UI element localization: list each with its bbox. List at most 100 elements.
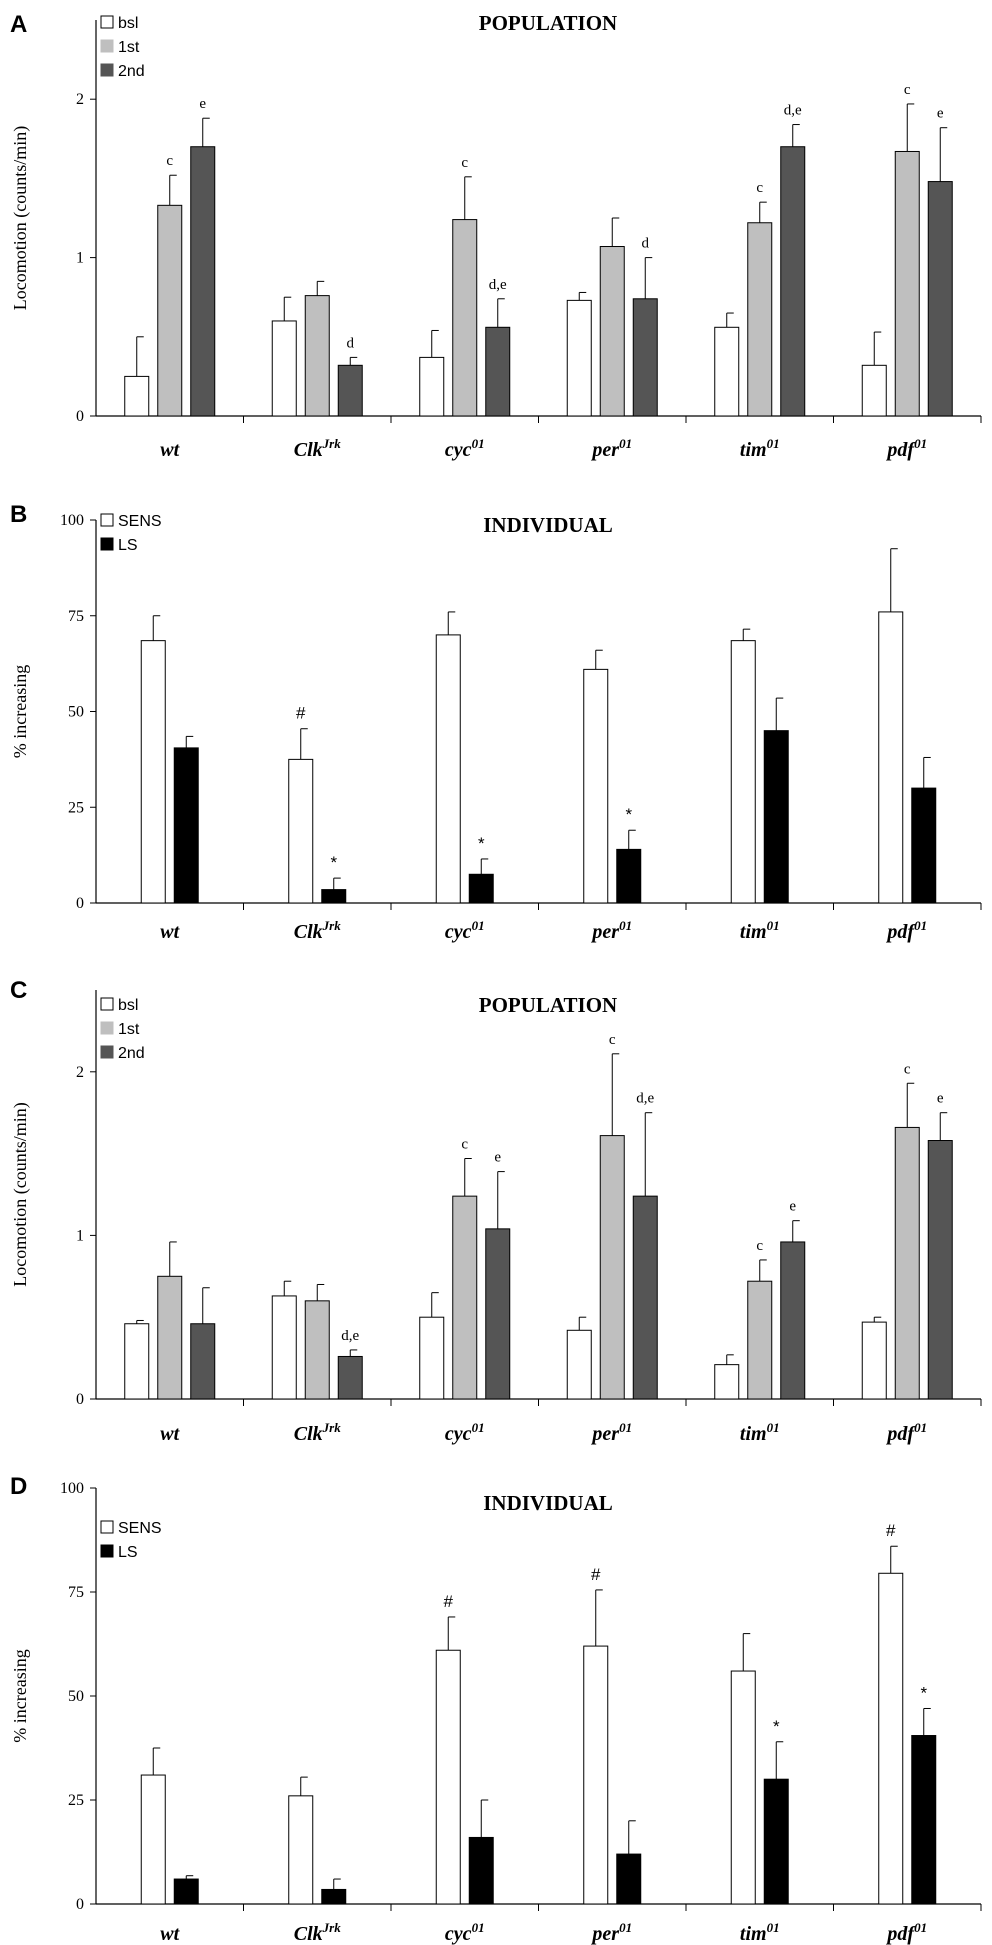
bar-sens-tim (730, 640, 756, 904)
legend-label: 1st (118, 1021, 140, 1038)
significance-label: # (591, 1565, 601, 1584)
legend-swatch (100, 39, 114, 53)
bar-1st-tim (747, 222, 773, 417)
chart-title: INDIVIDUAL (483, 513, 613, 537)
panel-B: B INDIVIDUAL % increasing 0 25 50 75 100 wt # * Clk… (10, 501, 982, 943)
panel-D: D INDIVIDUAL % increasing 0 25 50 75 100 wt ClkJr… (10, 1473, 982, 1945)
significance-label: c (904, 1061, 911, 1077)
y-tick-label: 1 (76, 1227, 84, 1244)
y-tick-label: 100 (60, 1480, 84, 1497)
bar-2nd-clk (337, 1355, 363, 1400)
bar-sens-wt (140, 640, 166, 904)
bar-bsl-pdf (861, 364, 887, 417)
legend-swatch (100, 1021, 114, 1035)
legend-swatch (100, 513, 114, 527)
category-label: cyc01 (445, 918, 485, 943)
bar-sens-pdf (878, 1572, 904, 1905)
significance-label: c (461, 1137, 468, 1153)
category-label: ClkJrk (294, 1420, 341, 1445)
bar-sens-wt (140, 1774, 166, 1905)
bar-1st-clk (304, 1300, 330, 1400)
legend-label: SENS (118, 1520, 162, 1537)
category-label: ClkJrk (294, 1920, 341, 1945)
y-axis-title: Locomotion (counts/min) (10, 126, 31, 310)
significance-label: * (330, 853, 337, 872)
bar-1st-tim (747, 1280, 773, 1400)
significance-label: c (904, 82, 911, 98)
legend-swatch (100, 1045, 114, 1059)
y-axis-title: % increasing (10, 665, 30, 758)
panel-C: C POPULATION Locomotion (counts/min) 0 1 2 wt d… (10, 977, 982, 1445)
bar-ls-clk (321, 889, 347, 904)
category-label: wt (160, 921, 180, 943)
significance-label: * (625, 805, 632, 824)
category-label: wt (160, 1423, 180, 1445)
bar-ls-cyc (468, 873, 494, 904)
chart-title: INDIVIDUAL (483, 1491, 613, 1515)
significance-label: c (756, 1238, 763, 1254)
legend-swatch (100, 1544, 114, 1558)
bar-sens-cyc (435, 1649, 461, 1905)
bar-ls-tim (763, 1778, 789, 1905)
significance-label: d (347, 335, 355, 351)
y-tick-label: 0 (76, 1896, 84, 1913)
significance-label: d,e (636, 1091, 654, 1107)
significance-label: e (937, 106, 944, 122)
y-tick-label: 75 (68, 1584, 84, 1601)
category-label: pdf01 (885, 1420, 927, 1445)
legend-label: 2nd (118, 1045, 145, 1062)
panel-letter: D (10, 1473, 27, 1500)
legend-swatch (100, 15, 114, 29)
y-tick-label: 1 (76, 250, 84, 267)
legend-label: 1st (118, 39, 140, 56)
y-tick-label: 0 (76, 895, 84, 912)
bar-bsl-tim (714, 1364, 740, 1400)
bar-bsl-per (566, 1329, 592, 1400)
category-label: wt (160, 439, 180, 461)
category-label: per01 (590, 918, 632, 943)
bar-2nd-cyc (485, 1228, 511, 1400)
y-tick-label: 0 (76, 408, 84, 425)
significance-label: e (789, 1199, 796, 1215)
category-label: cyc01 (445, 1920, 485, 1945)
panel-letter: A (10, 11, 27, 38)
chart-title: POPULATION (479, 11, 617, 35)
bar-bsl-tim (714, 326, 740, 417)
bar-sens-cyc (435, 634, 461, 904)
significance-label: * (478, 834, 485, 853)
bar-1st-cyc (452, 219, 478, 417)
category-label: cyc01 (445, 436, 485, 461)
category-label: tim01 (740, 436, 780, 461)
legend-label: SENS (118, 513, 162, 530)
y-axis-title: Locomotion (counts/min) (10, 1102, 31, 1286)
significance-label: # (886, 1521, 896, 1540)
significance-label: c (166, 153, 173, 169)
bar-bsl-per (566, 299, 592, 417)
significance-label: d,e (341, 1328, 359, 1344)
significance-label: c (756, 180, 763, 196)
category-label: pdf01 (885, 1920, 927, 1945)
legend-label: LS (118, 1544, 138, 1561)
category-label: per01 (590, 436, 632, 461)
bar-bsl-clk (271, 320, 297, 417)
category-label: pdf01 (885, 436, 927, 461)
bar-ls-clk (321, 1888, 347, 1905)
legend-label: bsl (118, 15, 138, 32)
significance-label: # (296, 704, 306, 723)
bar-2nd-per (632, 298, 658, 417)
category-label: cyc01 (445, 1420, 485, 1445)
category-label: tim01 (740, 918, 780, 943)
y-tick-label: 25 (68, 1792, 84, 1809)
legend-label: bsl (118, 997, 138, 1014)
bar-2nd-clk (337, 364, 363, 417)
y-tick-label: 2 (76, 1064, 84, 1081)
legend-label: 2nd (118, 63, 145, 80)
bar-ls-per (616, 1853, 642, 1905)
panel-letter: C (10, 977, 27, 1004)
bar-sens-per (583, 1645, 609, 1905)
bar-2nd-wt (190, 1323, 216, 1400)
significance-label: e (199, 96, 206, 112)
bar-bsl-wt (124, 375, 150, 417)
category-label: per01 (590, 1420, 632, 1445)
